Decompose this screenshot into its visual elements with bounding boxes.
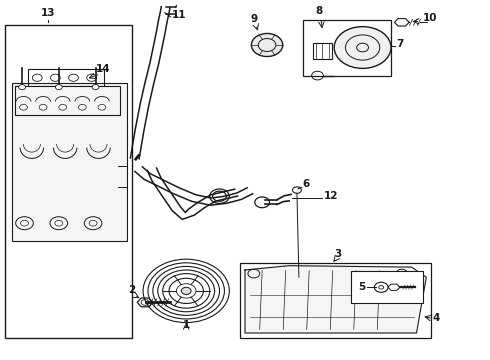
Text: 9: 9 [250,14,257,24]
Circle shape [251,33,283,57]
Text: 7: 7 [396,39,403,49]
Text: 2: 2 [128,285,135,296]
Text: 4: 4 [432,313,440,323]
Text: 8: 8 [316,6,323,17]
Bar [303,20,391,76]
Text: 14: 14 [96,64,110,74]
Circle shape [181,287,191,294]
Text: 5: 5 [358,282,365,292]
Circle shape [334,27,391,68]
Bar [28,69,104,86]
Bar [5,25,132,338]
Text: 3: 3 [335,249,342,259]
Bar [351,271,423,303]
Text: 12: 12 [323,191,338,201]
Bar [240,263,431,338]
Circle shape [19,85,25,90]
Circle shape [92,85,99,90]
Bar [12,83,127,241]
Text: 10: 10 [422,13,437,23]
Polygon shape [245,266,426,333]
Text: 13: 13 [41,8,55,18]
Bar [313,43,332,59]
Circle shape [55,85,62,90]
Text: 1: 1 [183,320,190,330]
Text: 6: 6 [303,179,310,189]
Bar [15,86,120,115]
Text: 11: 11 [172,10,186,20]
